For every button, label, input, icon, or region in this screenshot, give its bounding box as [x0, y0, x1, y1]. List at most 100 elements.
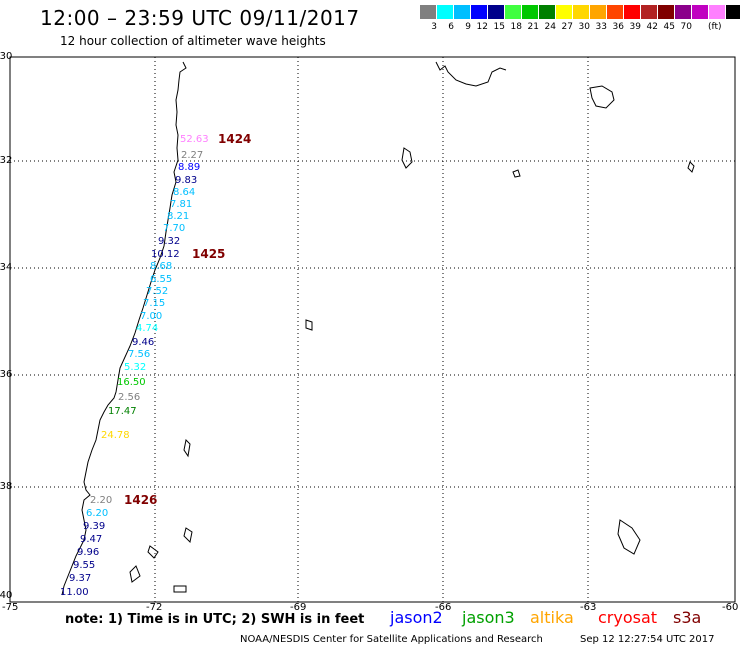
legend-swatch: [607, 5, 624, 19]
legend-swatch: [471, 5, 488, 19]
wave-height-value: 9.32: [158, 236, 181, 247]
island-9: [129, 565, 141, 583]
wave-height-value: 52.63: [180, 134, 209, 145]
pass-number-label: 1424: [218, 132, 252, 146]
wave-height-value: 6.20: [86, 508, 109, 519]
legend-swatch: [692, 5, 709, 19]
island-10: [173, 585, 187, 593]
legend-label: 70: [680, 22, 692, 32]
wave-height-value: 7.00: [140, 311, 163, 322]
lat-label-38: -38: [0, 481, 13, 492]
island-8: [147, 545, 159, 559]
wave-height-value: 7.15: [143, 298, 166, 309]
satellite-label-altika: altika: [530, 608, 574, 627]
lon-label-60: -60: [722, 602, 739, 613]
wave-height-value: 9.47: [80, 534, 103, 545]
wave-height-value: 7.52: [146, 286, 169, 297]
wave-height-value: 7.70: [163, 223, 186, 234]
lon-label-69: -69: [290, 602, 307, 613]
island-7: [183, 527, 193, 544]
wave-height-value: 9.37: [69, 573, 92, 584]
island-5: [305, 319, 313, 331]
legend-swatch: [641, 5, 658, 19]
island-1: [589, 85, 615, 109]
legend-swatch: [505, 5, 522, 19]
legend-swatch: [675, 5, 692, 19]
color-legend-labels: 3 6 9 12 15 18 21 24 27 30 33 36 39 42 45 70: [420, 22, 692, 32]
legend-label: 18: [510, 22, 522, 32]
legend-label: 33: [595, 22, 607, 32]
color-legend: [420, 5, 740, 19]
legend-swatch: [573, 5, 590, 19]
wave-height-value: 7.56: [128, 349, 151, 360]
legend-label: 27: [561, 22, 573, 32]
wave-height-value: 9.55: [73, 560, 96, 571]
island-4: [687, 161, 695, 173]
legend-swatch: [420, 5, 437, 19]
legend-swatch: [556, 5, 573, 19]
satellite-label-s3a: s3a: [673, 608, 702, 627]
wave-height-value: 8.21: [167, 211, 190, 222]
wave-height-value: 5.32: [124, 362, 147, 373]
legend-swatch: [454, 5, 471, 19]
pass-number-label: 1426: [124, 493, 158, 507]
coastline: [61, 61, 695, 596]
legend-label: 15: [493, 22, 505, 32]
legend-label: 9: [465, 22, 471, 32]
island-6: [183, 438, 191, 458]
legend-swatch: [726, 5, 740, 19]
legend-swatch: [522, 5, 539, 19]
legend-label: 6: [448, 22, 454, 32]
legend-label: 39: [629, 22, 641, 32]
legend-swatch: [709, 5, 726, 19]
island-2: [401, 147, 413, 169]
legend-label: 42: [646, 22, 658, 32]
island-11: [617, 519, 641, 555]
legend-label: 45: [663, 22, 675, 32]
legend-label: 21: [527, 22, 539, 32]
lon-label-75: -75: [2, 602, 19, 613]
legend-label: 3: [431, 22, 437, 32]
wave-height-value: 9.83: [175, 175, 198, 186]
lat-label-36: -36: [0, 369, 13, 380]
lat-label-32: -32: [0, 155, 13, 166]
wave-height-value: 2.20: [90, 495, 113, 506]
lon-label-66: -66: [435, 602, 452, 613]
legend-swatch: [488, 5, 505, 19]
map-title: 12:00 – 23:59 UTC 09/11/2017: [40, 6, 360, 30]
wave-height-value: 6.55: [150, 274, 173, 285]
wave-height-value: 8.89: [178, 162, 201, 173]
legend-label: 30: [578, 22, 590, 32]
legend-unit: (ft): [708, 22, 722, 32]
lat-label-30: -30: [0, 51, 13, 62]
credit-text: NOAA/NESDIS Center for Satellite Applica…: [240, 634, 543, 645]
wave-height-value: 7.81: [170, 199, 193, 210]
lat-lon-grid: [10, 57, 735, 602]
satellite-label-cryosat: cryosat: [598, 608, 658, 627]
legend-swatch: [437, 5, 454, 19]
wave-height-value: 16.50: [117, 377, 146, 388]
wave-height-value: 9.39: [83, 521, 106, 532]
wave-height-value: 4.74: [136, 323, 159, 334]
legend-label: 12: [476, 22, 488, 32]
satellite-label-jason2: jason2: [390, 608, 443, 627]
wave-height-value: 2.56: [118, 392, 141, 403]
footnote: note: 1) Time is in UTC; 2) SWH is in fe…: [65, 612, 365, 627]
lon-label-63: -63: [580, 602, 597, 613]
wave-height-value: 24.78: [101, 430, 130, 441]
map-frame: [9, 56, 736, 603]
wave-height-value: 10.12: [151, 249, 180, 260]
wave-height-value: 17.47: [108, 406, 137, 417]
pass-number-label: 1425: [192, 247, 226, 261]
wave-height-value: 2.27: [181, 150, 204, 161]
legend-label: 36: [612, 22, 624, 32]
island-3: [512, 169, 521, 178]
legend-swatch: [658, 5, 675, 19]
wave-height-value: 11.00: [60, 587, 89, 598]
legend-label: 24: [544, 22, 556, 32]
chile-coastline: [61, 61, 187, 596]
rio-de-la-plata-shore: [435, 61, 507, 87]
lat-label-40: -40: [0, 590, 13, 601]
